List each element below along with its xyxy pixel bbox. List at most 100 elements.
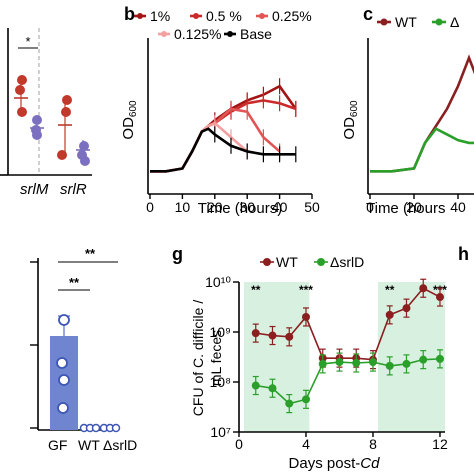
panel-g-point: [251, 329, 260, 338]
panel-b-line-0.5 %: [150, 99, 297, 173]
panel-g-point: [251, 381, 260, 390]
bar-gf-point: [58, 374, 70, 386]
panel-b: b 1% 0.5 % 0.25% 0.125% Base 0 10 20 30 40 50 Tim…: [120, 4, 320, 217]
panel-a-partial: * srlM srlR: [0, 28, 92, 198]
panel-c-x-tick-label: 20: [406, 199, 422, 215]
srlm-purple-point: [32, 115, 42, 125]
panel-b-legend-marker: [259, 13, 265, 19]
panel-b-x-ticks: 0 10 20 30 40 50: [146, 194, 320, 215]
panel-g-point: [435, 293, 444, 302]
panel-c-line-WT: [370, 54, 474, 173]
panel-g-legend-label: ΔsrlD: [330, 254, 364, 270]
panel-b-x-tick-label: 10: [175, 199, 191, 215]
panel-g-point: [301, 312, 310, 321]
panel-c-x-ticks: 0 20 40: [366, 194, 466, 215]
bar-gf-point: [56, 357, 68, 369]
panel-c-x-label: Time (hours: [366, 200, 445, 217]
panel-g-x-tick-label: 4: [302, 436, 310, 452]
panel-b-legend-marker: [161, 31, 167, 37]
panel-g-y-tick-label: 10⁷: [210, 424, 231, 440]
gene-label-srlm: srlM: [20, 181, 49, 198]
srlr-purple-point: [80, 156, 90, 166]
panel-f-partial: ** ** GF WT ΔsrlD: [30, 246, 137, 453]
srlm-red-point: [17, 75, 27, 85]
panel-g-x-tick-label: 8: [369, 436, 377, 452]
panel-g-y-tick-label: 10⁸: [210, 374, 232, 390]
panel-b-x-tick-label: 0: [146, 199, 154, 215]
bar-gf-point: [57, 402, 69, 414]
panel-g-y-label-line2: mL feces: [208, 330, 224, 386]
panel-g-y-label-line1: CFU of C. difficile /: [190, 300, 206, 417]
bar-cat-wt: WT: [78, 437, 100, 453]
panel-b-x-label: Time (hours): [198, 200, 282, 217]
srlm-red-point: [17, 107, 27, 117]
panel-letter-c: c: [363, 4, 373, 24]
panel-g-series: [251, 278, 444, 414]
panel-b-x-tick-label: 40: [272, 199, 288, 215]
srlr-red-point: [61, 107, 71, 117]
bar-cat-srld: ΔsrlD: [103, 437, 137, 453]
panel-g-sig-annotation: **: [251, 283, 261, 297]
panel-c-x-tick-label: 0: [366, 199, 374, 215]
panel-b-legend-label: 1%: [150, 8, 170, 24]
panel-g-point: [385, 361, 394, 370]
panel-b-x-tick-label: 50: [304, 199, 320, 215]
panel-g-x-tick-label: 0: [235, 436, 243, 452]
panel-g-legend: WT ΔsrlD: [260, 254, 364, 270]
panel-c: c WT Δ 0 20 40 Time (hours OD600: [341, 4, 474, 217]
panel-a-sig: *: [25, 34, 30, 49]
gene-label-srlr: srlR: [60, 181, 87, 198]
panel-b-legend-label: 0.125%: [174, 26, 221, 42]
sig-top: **: [85, 246, 96, 261]
panel-g-sig-annotation: **: [385, 283, 395, 297]
panel-letter-h: h: [458, 244, 469, 264]
panel-b-x-tick-label: 30: [239, 199, 255, 215]
panel-c-legend-label: Δ: [450, 14, 459, 30]
panel-b-legend-label: 0.5 %: [206, 8, 242, 24]
panel-g-point: [435, 354, 444, 363]
panel-g-y-ticks: 10⁷ 10⁸ 10⁹ 10¹⁰: [205, 274, 239, 440]
bar-gf-point: [58, 314, 70, 326]
srlr-purple-point: [79, 141, 89, 151]
panel-b-line-Base: [150, 127, 296, 173]
panel-g-shaded-region: [244, 282, 310, 432]
panel-g-y-tick-label: 10¹⁰: [205, 274, 231, 290]
panel-g-point: [285, 332, 294, 341]
sig-mid: **: [69, 275, 80, 290]
panel-g-legend-marker: [317, 258, 325, 266]
panel-g-point: [352, 358, 361, 367]
panel-g-point: [419, 284, 428, 293]
panel-g-legend-marker: [263, 258, 271, 266]
panel-g-point: [268, 384, 277, 393]
panel-c-x-tick-label: 40: [450, 199, 466, 215]
panel-g-sig-annotation: ***: [299, 283, 313, 297]
panel-c-legend-marker: [380, 18, 388, 26]
bar-srld-points: [99, 423, 121, 433]
panel-letter-g: g: [172, 244, 183, 264]
panel-b-legend-marker: [227, 31, 233, 37]
panel-g-point: [368, 358, 377, 367]
srlm-purple-point: [32, 130, 42, 140]
bar-cat-gf: GF: [48, 437, 67, 453]
panel-g-point: [419, 355, 428, 364]
panel-b-legend-label: 0.25%: [272, 8, 312, 24]
panel-g-shading: [244, 282, 445, 432]
panel-g-point: [335, 358, 344, 367]
panel-c-legend: WT Δ: [377, 14, 459, 30]
panel-g-x-label: Days post-Cd: [289, 455, 381, 472]
panel-g-y-tick-label: 10⁹: [209, 324, 231, 340]
panel-g-point: [285, 399, 294, 408]
panel-b-legend-label: Base: [240, 26, 272, 42]
panel-g-point: [318, 359, 327, 368]
panel-c-series: [370, 54, 474, 173]
panel-c-line-Δ: [370, 127, 474, 173]
panel-g-x-ticks: 0 4 8 12: [235, 432, 448, 452]
panel-b-legend-marker: [137, 13, 143, 19]
bar-wt-points: [79, 423, 101, 433]
panel-b-legend: 1% 0.5 % 0.25% 0.125% Base: [134, 8, 312, 42]
panel-c-legend-label: WT: [395, 14, 417, 30]
panel-g-point: [301, 395, 310, 404]
panel-c-y-label: OD600: [341, 100, 360, 140]
